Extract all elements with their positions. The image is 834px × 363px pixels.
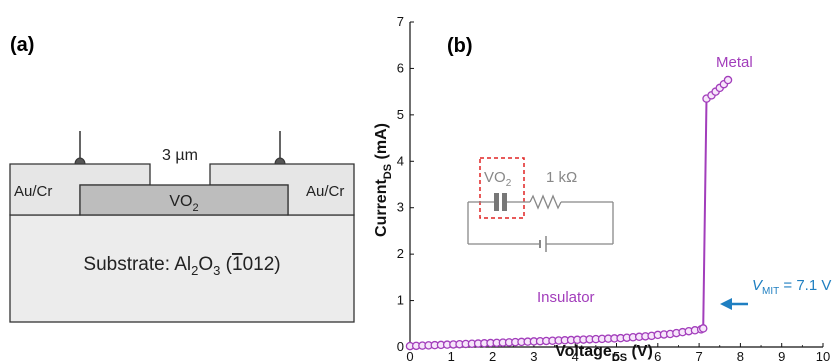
x-tick-label: 2 xyxy=(489,349,496,363)
panel-b-label: (b) xyxy=(447,35,473,57)
y-tick-label: 2 xyxy=(397,246,404,261)
vmit-label: VMIT = 7.1 V xyxy=(752,277,831,297)
inset-vo2-label: VO2 xyxy=(484,169,512,189)
electrode-right-label: Au/Cr xyxy=(306,183,344,200)
probe-right-tip xyxy=(274,157,286,165)
chart-axes xyxy=(409,22,823,348)
y-tick-label: 4 xyxy=(397,153,404,168)
y-tick-label: 3 xyxy=(397,200,404,215)
chart-ticks: 0 1 2 3 4 5 6 7 8 9 10 0 1 2 3 4 5 6 7 xyxy=(397,14,830,363)
x-tick-label: 7 xyxy=(695,349,702,363)
y-tick-label: 6 xyxy=(397,60,404,75)
x-axis-title: VoltageDS (V) xyxy=(555,343,653,363)
x-tick-label: 8 xyxy=(737,349,744,363)
probe-left-tip xyxy=(74,157,86,165)
chart-series xyxy=(405,75,733,351)
inset-resistor-label: 1 kΩ xyxy=(546,169,577,186)
vmit-arrow-icon xyxy=(720,298,732,310)
x-tick-label: 1 xyxy=(448,349,455,363)
x-tick-label: 6 xyxy=(654,349,661,363)
y-tick-label: 5 xyxy=(397,107,404,122)
x-tick-label: 9 xyxy=(778,349,785,363)
vo2-film-block xyxy=(79,184,289,216)
electrode-left-label: Au/Cr xyxy=(14,183,52,200)
x-tick-label: 0 xyxy=(406,349,413,363)
x-tick-label: 10 xyxy=(816,349,830,363)
inset-electrode-left xyxy=(494,193,499,211)
insulator-label: Insulator xyxy=(537,289,595,306)
y-tick-label: 7 xyxy=(397,14,404,29)
substrate-block xyxy=(9,214,355,323)
y-tick-label: 0 xyxy=(397,339,404,354)
x-tick-label: 4 xyxy=(572,349,579,363)
gap-label: 3 µm xyxy=(162,147,198,164)
data-point xyxy=(698,324,708,333)
y-tick-label: 1 xyxy=(397,293,404,308)
series-line xyxy=(409,79,729,348)
data-point xyxy=(723,75,733,85)
device-schematic: 3 µm Au/Cr Au/Cr VO2 Substrate: Al2O3 (1… xyxy=(9,131,355,323)
resistor-icon xyxy=(529,194,562,210)
inset-dashed-box xyxy=(479,157,525,219)
inset-electrode-right xyxy=(502,193,507,211)
x-tick-label: 5 xyxy=(613,349,620,363)
y-axis-title: CurrentDS (mA) xyxy=(373,123,394,237)
substrate-label: Substrate: Al2O3 (1012) xyxy=(83,254,280,278)
inset-circuit: VO2 1 kΩ xyxy=(467,157,614,252)
film-label: VO2 xyxy=(169,193,198,214)
metal-label: Metal xyxy=(716,54,753,71)
panel-a-label: (a) xyxy=(10,34,35,56)
x-tick-label: 3 xyxy=(530,349,537,363)
